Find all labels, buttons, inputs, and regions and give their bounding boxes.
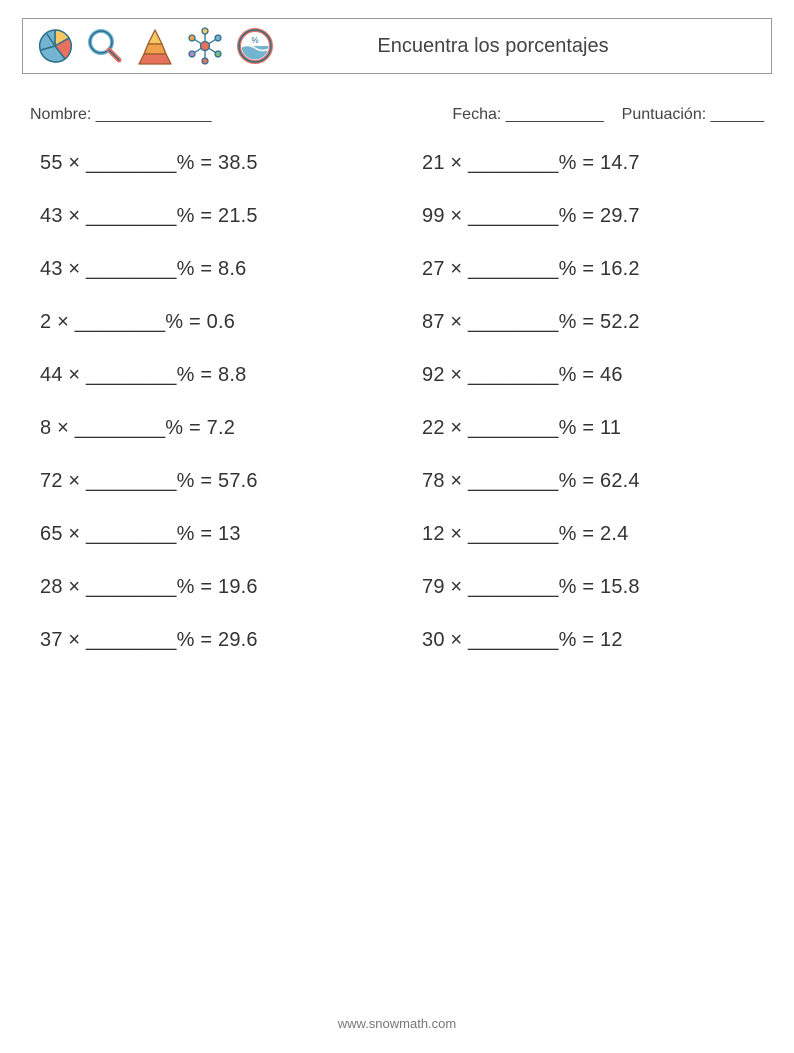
- pyramid-icon: [135, 26, 175, 66]
- date-field: Fecha: ___________: [452, 106, 603, 124]
- problem-right: 79 × ________% = 15.8: [422, 576, 764, 599]
- worksheet-title: Encuentra los porcentajes: [287, 35, 759, 58]
- problem-left: 28 × ________% = 19.6: [40, 576, 382, 599]
- problem-right: 12 × ________% = 2.4: [422, 523, 764, 546]
- problem-left: 44 × ________% = 8.8: [40, 364, 382, 387]
- problem-right: 87 × ________% = 52.2: [422, 311, 764, 334]
- problem-left: 72 × ________% = 57.6: [40, 470, 382, 493]
- problem-left: 8 × ________% = 7.2: [40, 417, 382, 440]
- pie-chart-icon: [35, 26, 75, 66]
- hub-spoke-icon: [185, 26, 225, 66]
- problem-left: 43 × ________% = 21.5: [40, 205, 382, 228]
- problem-left: 2 × ________% = 0.6: [40, 311, 382, 334]
- name-field: Nombre: _____________: [30, 106, 211, 124]
- problem-right: 21 × ________% = 14.7: [422, 152, 764, 175]
- footer-link: www.snowmath.com: [0, 1016, 794, 1031]
- magnifier-icon: [85, 26, 125, 66]
- problem-left: 37 × ________% = 29.6: [40, 629, 382, 652]
- percent-circle-icon: %: [235, 26, 275, 66]
- header-banner: % Encuentra los porcentajes: [22, 18, 772, 74]
- svg-text:%: %: [251, 36, 258, 45]
- problem-right: 27 × ________% = 16.2: [422, 258, 764, 281]
- meta-row: Nombre: _____________ Fecha: ___________…: [30, 106, 764, 124]
- problem-left: 55 × ________% = 38.5: [40, 152, 382, 175]
- problem-right: 92 × ________% = 46: [422, 364, 764, 387]
- problem-left: 43 × ________% = 8.6: [40, 258, 382, 281]
- problem-right: 78 × ________% = 62.4: [422, 470, 764, 493]
- score-field: Puntuación: ______: [622, 106, 764, 124]
- problem-right: 22 × ________% = 11: [422, 417, 764, 440]
- worksheet-page: % Encuentra los porcentajes Nombre: ____…: [0, 0, 794, 652]
- problem-left: 65 × ________% = 13: [40, 523, 382, 546]
- problems-grid: 55 × ________% = 38.5 21 × ________% = 14…: [40, 152, 764, 652]
- problem-right: 30 × ________% = 12: [422, 629, 764, 652]
- problem-right: 99 × ________% = 29.7: [422, 205, 764, 228]
- header-icons: %: [35, 26, 275, 66]
